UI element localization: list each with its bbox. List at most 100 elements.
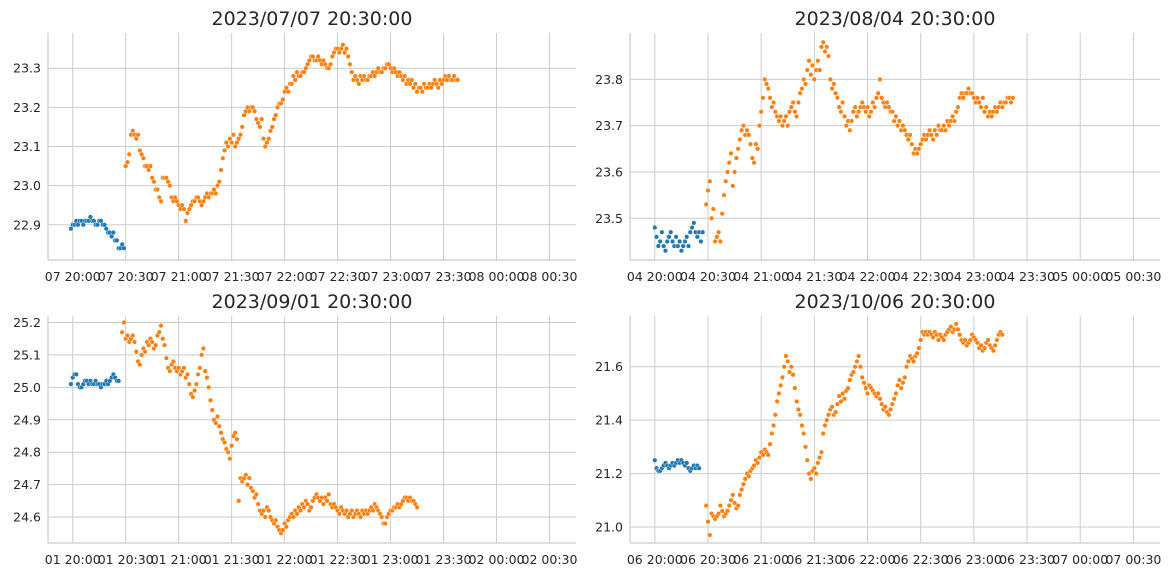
data-point [857,364,863,370]
data-point [207,397,213,403]
data-point [202,368,208,374]
data-point [790,99,796,105]
data-point [983,104,989,110]
data-point [732,169,738,175]
data-point [787,109,793,115]
data-point [181,365,187,371]
data-point [670,238,676,244]
data-point [978,104,984,110]
data-point [742,476,748,482]
data-point [815,58,821,64]
data-point [326,491,332,497]
data-point [865,390,871,396]
data-point [239,124,245,130]
x-tick-label: 04 20:00 [627,269,683,284]
data-point [974,340,980,346]
data-point [146,342,152,348]
data-point [132,339,138,345]
data-point [260,508,266,514]
data-point [1010,95,1016,101]
data-point [840,99,846,105]
data-point [280,527,286,533]
data-point [760,95,766,101]
data-point [898,385,904,391]
data-point [730,183,736,189]
data-point [154,187,160,193]
data-point [156,329,162,335]
x-tick-label: 04 23:00 [946,269,1002,284]
data-point [999,332,1005,338]
data-point [918,337,924,343]
data-point [216,423,222,429]
data-point [684,460,690,466]
data-point [969,90,975,96]
data-point [900,123,906,129]
data-point [802,444,808,450]
data-point [758,109,764,115]
data-point [755,460,761,466]
data-point [176,365,182,371]
data-point [124,332,130,338]
data-point [707,178,713,184]
data-point [666,234,672,240]
data-point [220,155,226,161]
data-point [941,337,947,343]
data-point [269,124,275,130]
data-point [849,118,855,124]
data-point [799,422,805,428]
data-point [976,99,982,105]
x-tick-label: 05 00:00 [1052,269,1108,284]
data-point [273,517,279,523]
data-point [781,364,787,370]
data-point [290,514,296,520]
series-after [703,39,1016,244]
data-point [801,76,807,82]
data-point [889,109,895,115]
data-point [836,393,842,399]
data-point [680,243,686,249]
data-point [859,374,865,380]
data-point [723,178,729,184]
data-point [717,503,723,509]
data-point [151,179,157,185]
data-point [181,206,187,212]
data-point [243,472,249,478]
x-tick-label: 01 22:00 [257,552,313,567]
data-point [694,234,700,240]
data-point [137,362,143,368]
data-point [1003,99,1009,105]
data-point [785,123,791,129]
data-point [292,77,298,83]
data-point [868,109,874,115]
data-point [788,104,794,110]
data-point [751,463,757,469]
series-after [119,319,420,536]
data-point [992,342,998,348]
data-point [749,155,755,161]
data-point [709,215,715,221]
data-point [728,150,734,156]
data-point [710,206,716,212]
data-point [349,69,355,75]
data-point [705,519,711,525]
data-point [719,508,725,514]
data-point [158,198,164,204]
y-tick-label: 24.8 [13,445,41,460]
data-point [167,183,173,189]
data-point [891,118,897,124]
data-point [826,412,832,418]
data-point [186,381,192,387]
data-point [955,104,961,110]
data-point [950,113,956,119]
data-point [916,345,922,351]
data-point [967,337,973,343]
data-point [328,61,334,67]
data-point [280,97,286,103]
data-point [349,508,355,514]
data-point [772,412,778,418]
data-point [932,127,938,133]
series-before [652,220,706,254]
data-point [748,141,754,147]
data-point [756,123,762,129]
data-point [213,420,219,426]
